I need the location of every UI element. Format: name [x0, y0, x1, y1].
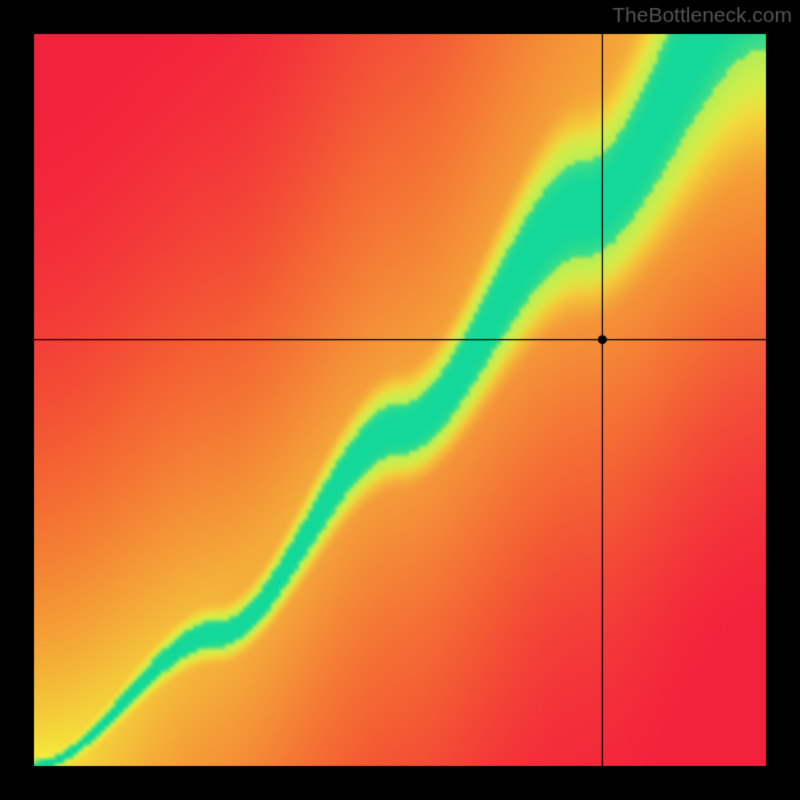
- bottleneck-heatmap-chart: [0, 0, 800, 800]
- heatmap-canvas: [0, 0, 800, 800]
